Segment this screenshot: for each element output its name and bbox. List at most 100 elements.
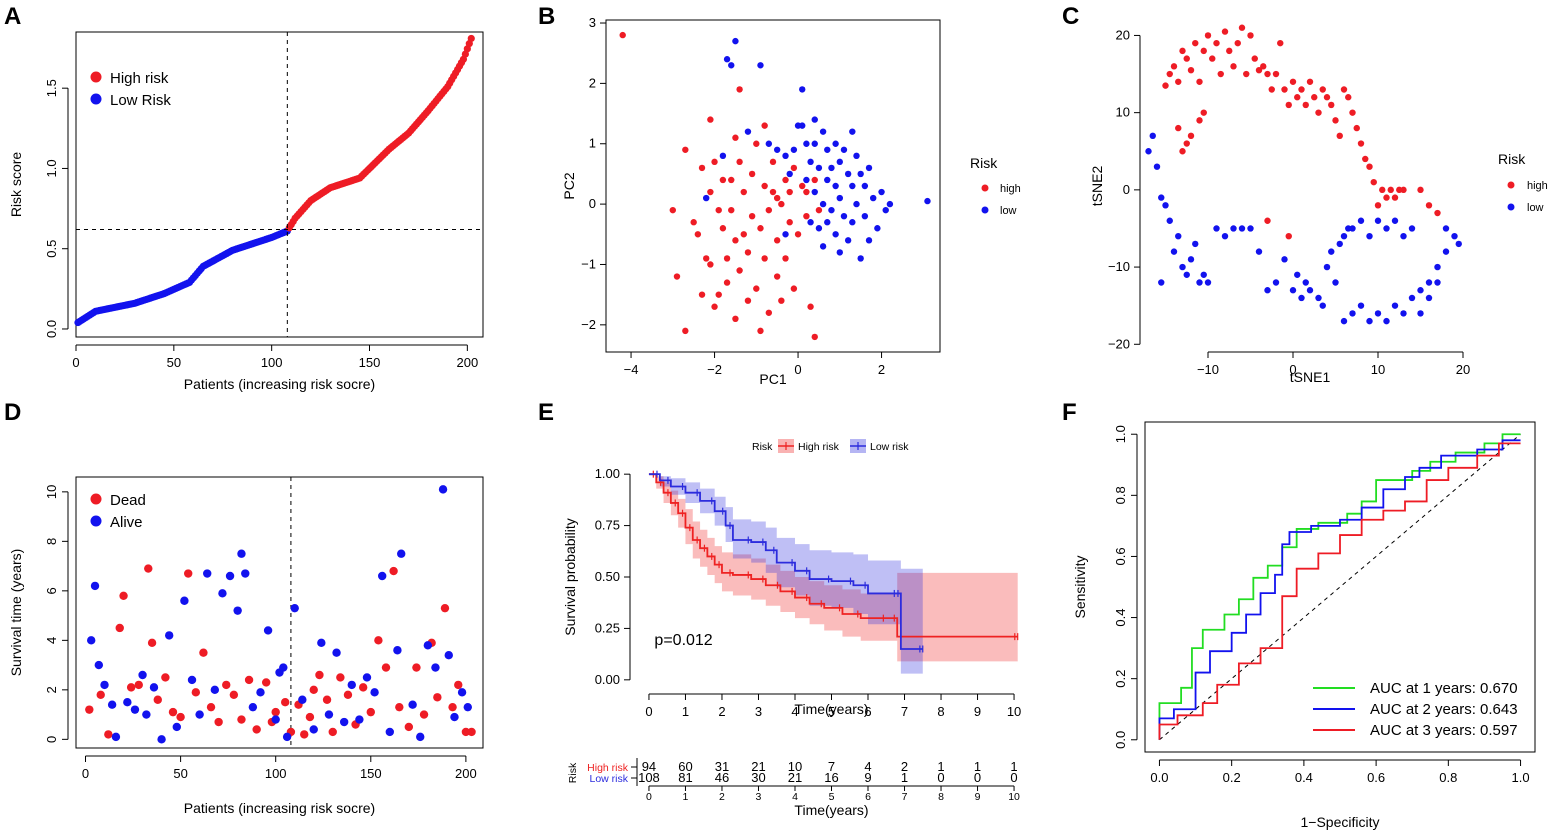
data-point	[362, 673, 372, 682]
data-point	[769, 158, 777, 166]
x-tick-label: 200	[455, 766, 477, 781]
data-point	[1200, 109, 1207, 116]
data-point	[431, 663, 440, 672]
data-point	[1179, 47, 1186, 55]
y-tick-label: 1.5	[44, 79, 59, 97]
data-point	[773, 146, 781, 153]
data-point	[1187, 66, 1195, 74]
data-point	[309, 725, 318, 734]
data-point	[1366, 232, 1373, 240]
data-point	[1221, 232, 1229, 240]
data-point	[1391, 217, 1399, 224]
data-point	[1434, 263, 1441, 271]
data-point	[1268, 86, 1275, 93]
data-point	[1302, 101, 1309, 109]
y-tick-label: 0.6	[1113, 547, 1128, 565]
data-point	[1442, 248, 1450, 255]
data-point	[214, 717, 223, 727]
data-point	[828, 206, 835, 214]
data-point	[824, 176, 831, 184]
data-point	[1170, 63, 1178, 70]
y-tick-label: −20	[1108, 336, 1130, 351]
data-point	[1391, 194, 1399, 201]
data-point	[90, 581, 100, 591]
data-point	[263, 626, 273, 635]
data-point	[1158, 279, 1165, 286]
data-point	[807, 303, 814, 310]
data-point	[815, 164, 823, 172]
data-point	[374, 636, 383, 645]
data-point	[981, 206, 989, 214]
x-axis-label: Time(years)	[794, 701, 868, 717]
data-point	[1328, 248, 1335, 255]
x-tick-label: 5	[828, 704, 835, 719]
data-point	[149, 683, 159, 692]
data-point	[237, 715, 246, 724]
data-point	[732, 37, 739, 45]
data-point	[119, 591, 128, 600]
data-point	[799, 122, 806, 129]
data-point	[719, 176, 727, 184]
y-tick-label: 0.75	[595, 518, 620, 533]
legend-label: AUC at 1 years: 0.670	[1370, 680, 1518, 697]
x-tick-label: 0.0	[1150, 770, 1168, 785]
data-point	[836, 194, 843, 202]
y-tick-label: 2	[44, 686, 59, 693]
risk-value: 4	[864, 759, 871, 774]
data-point	[882, 206, 889, 214]
data-point	[711, 158, 718, 166]
risk-value: 1	[1010, 759, 1017, 774]
data-point	[1391, 302, 1399, 309]
panel-label-a: A	[4, 3, 21, 30]
data-point	[924, 197, 931, 205]
y-tick-label: 8	[44, 538, 59, 545]
data-point	[1357, 217, 1365, 224]
risk-value: 31	[715, 759, 729, 774]
data-point	[1417, 186, 1424, 194]
data-point	[1213, 39, 1220, 47]
x-tick-label: 2	[878, 362, 885, 377]
data-point	[256, 688, 265, 697]
y-axis-label: Risk score	[8, 152, 24, 218]
y-tick-label: 0.2	[1113, 670, 1128, 688]
data-point	[824, 219, 831, 226]
diagonal-reference	[1159, 433, 1521, 741]
data-point	[90, 71, 102, 83]
data-point	[753, 285, 760, 292]
data-point	[1230, 63, 1237, 70]
y-tick-label: 2	[589, 75, 596, 90]
data-point	[1277, 39, 1284, 47]
legend-label: High risk	[110, 70, 169, 87]
x-tick-label: −2	[707, 362, 722, 377]
data-point	[153, 695, 162, 704]
data-point	[694, 231, 702, 238]
data-point	[1379, 186, 1386, 194]
data-point	[790, 164, 798, 172]
data-point	[1264, 217, 1271, 224]
data-point	[176, 712, 185, 722]
legend-label: AUC at 3 years: 0.597	[1370, 722, 1518, 739]
risk-x-tick-label: 7	[902, 791, 908, 803]
data-point	[840, 212, 848, 220]
data-point	[222, 680, 231, 690]
data-point	[229, 690, 239, 699]
data-point	[1272, 70, 1280, 78]
data-point	[1366, 163, 1373, 170]
risk-value: 1	[901, 770, 908, 785]
data-point	[857, 170, 864, 178]
data-point	[1408, 294, 1416, 302]
data-point	[782, 231, 789, 238]
data-point	[1340, 232, 1348, 240]
x-tick-label: 1.0	[1512, 770, 1530, 785]
x-axis-label: Patients (increasing risk socre)	[184, 376, 375, 392]
data-point	[328, 727, 337, 737]
data-point	[1213, 225, 1220, 232]
data-point	[1417, 287, 1424, 294]
data-point	[317, 638, 326, 648]
data-point	[142, 710, 151, 719]
data-point	[757, 327, 764, 335]
data-point	[1230, 225, 1237, 232]
data-point	[819, 243, 827, 250]
y-tick-label: 10	[44, 485, 59, 499]
